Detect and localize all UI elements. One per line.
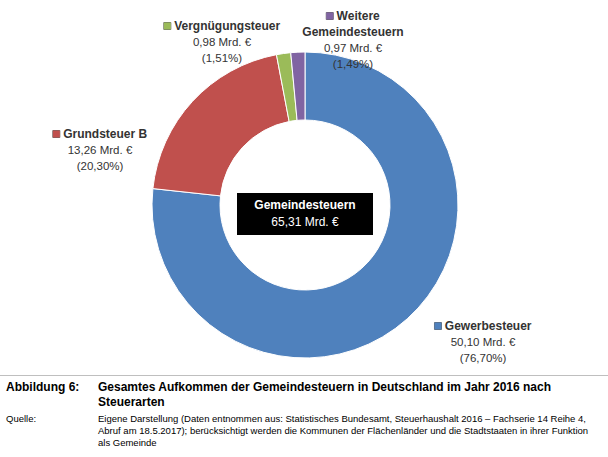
svg-text:Gemeindesteuern: Gemeindesteuern (302, 25, 403, 39)
svg-text:Grundsteuer B: Grundsteuer B (63, 127, 147, 141)
svg-text:(1,49%): (1,49%) (333, 58, 373, 70)
svg-text:65,31 Mrd. €: 65,31 Mrd. € (271, 215, 339, 229)
svg-text:Gemeindesteuern: Gemeindesteuern (254, 198, 355, 212)
svg-text:13,26 Mrd. €: 13,26 Mrd. € (68, 144, 133, 156)
svg-text:(20,30%): (20,30%) (77, 160, 124, 172)
svg-text:(76,70%): (76,70%) (460, 352, 507, 364)
svg-text:50,10 Mrd. €: 50,10 Mrd. € (451, 336, 516, 348)
svg-text:Weitere: Weitere (337, 9, 380, 23)
html-text:Eigene Darstellung (Daten entn: Eigene Darstellung (Daten entnommen aus:… (98, 413, 589, 448)
svg-text:Vergnügungsteuer: Vergnügungsteuer (174, 19, 280, 33)
html-text:Abbildung 6:: Abbildung 6: (6, 380, 80, 394)
html-text:Gesamtes Aufkommen der Gemeind: Gesamtes Aufkommen der Gemeindesteuern i… (98, 380, 551, 409)
svg-text:0,97 Mrd. €: 0,97 Mrd. € (324, 42, 383, 54)
svg-text:Gewerbesteuer: Gewerbesteuer (445, 319, 532, 333)
html-text:Quelle:: Quelle: (6, 413, 37, 424)
svg-text:0,98 Mrd. €: 0,98 Mrd. € (193, 36, 252, 48)
svg-text:(1,51%): (1,51%) (202, 52, 242, 64)
